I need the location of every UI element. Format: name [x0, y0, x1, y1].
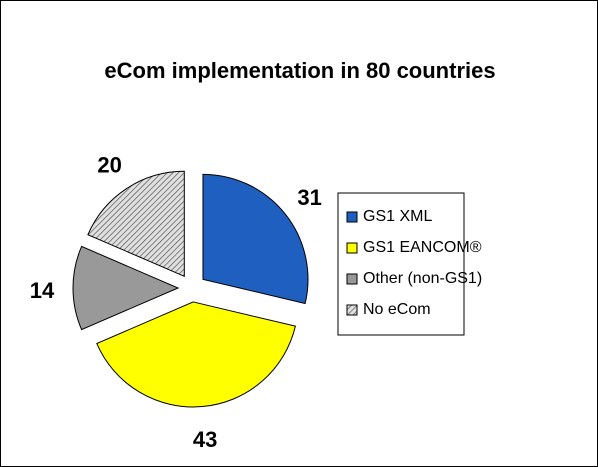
data-label: 14 — [30, 278, 55, 303]
legend-label: GS1 EANCOM® — [363, 239, 482, 256]
data-label: 43 — [193, 427, 217, 452]
legend-swatch — [346, 273, 358, 285]
data-label: 20 — [97, 152, 121, 177]
data-label: 31 — [297, 185, 321, 210]
pie-slice — [96, 301, 296, 408]
legend-swatch — [346, 211, 358, 223]
legend-swatch — [346, 304, 358, 316]
chart-title: eCom implementation in 80 countries — [104, 58, 495, 83]
pie-slice — [72, 245, 180, 331]
legend-swatch — [346, 242, 358, 254]
legend-label: GS1 XML — [363, 208, 432, 225]
legend-label: Other (non-GS1) — [363, 270, 482, 287]
pie-slice — [87, 170, 185, 278]
legend — [337, 192, 465, 336]
legend-label: No eCom — [363, 301, 431, 318]
pie-slice — [202, 173, 309, 305]
